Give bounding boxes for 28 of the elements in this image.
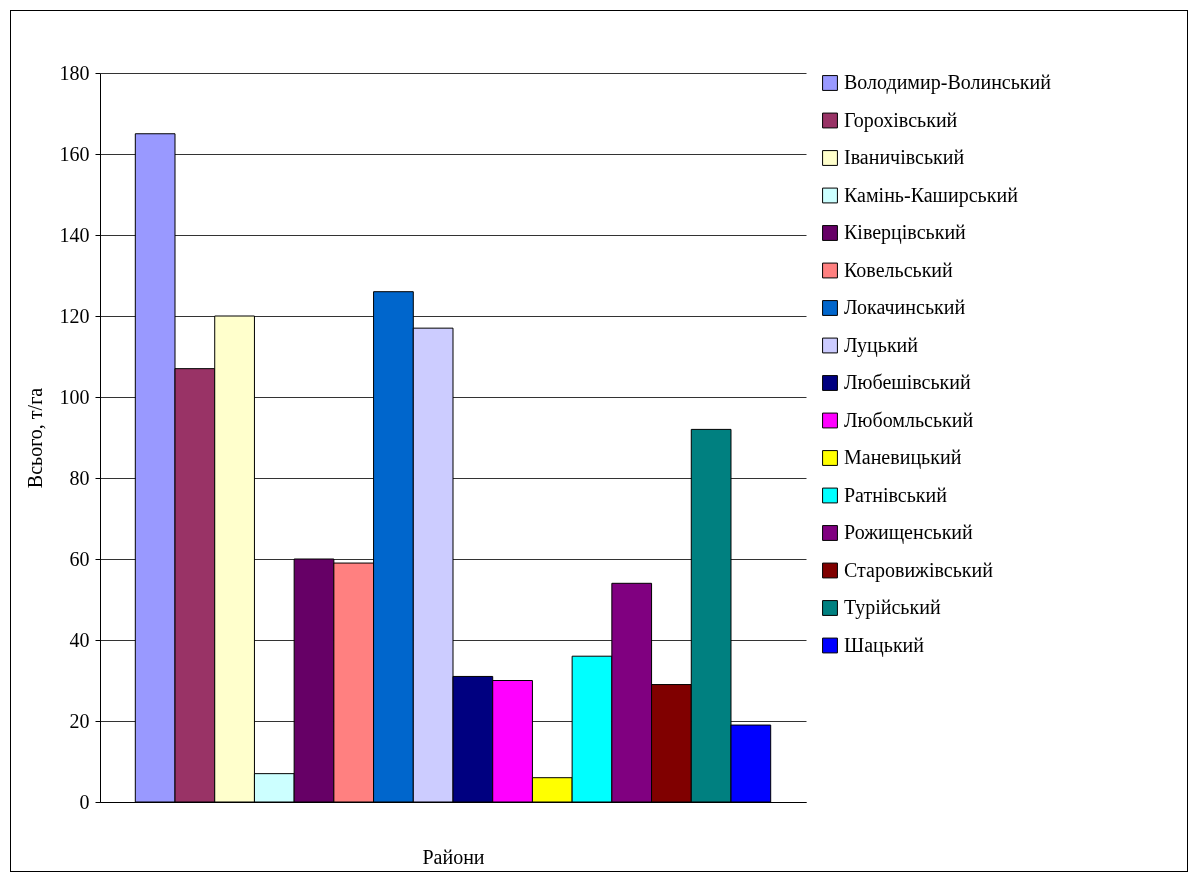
legend-label: Ківерцівський — [844, 221, 967, 244]
legend-label: Любомльський — [844, 408, 974, 431]
y-axis-title: Всього, т/га — [23, 387, 46, 489]
y-tick-label: 120 — [59, 304, 90, 327]
y-tick-label: 60 — [69, 547, 90, 570]
y-tick-label: 80 — [69, 466, 90, 489]
legend-label: Луцький — [844, 333, 919, 357]
legend-label: Іваничівський — [844, 146, 965, 168]
legend-label: Любешівський — [844, 371, 971, 393]
y-tick-label: 0 — [79, 790, 90, 813]
legend-label: Старовижівський — [844, 558, 994, 582]
y-tick-label: 40 — [69, 628, 90, 651]
legend-label: Ковельський — [844, 258, 954, 281]
legend-label: Рожищенський — [844, 521, 974, 544]
legend-label: Маневицький — [844, 446, 962, 469]
legend-label: Турійський — [844, 596, 941, 619]
legend-label: Володимир-Волинський — [844, 71, 1052, 94]
y-tick-label: 140 — [59, 223, 90, 246]
legend-label: Локачинський — [844, 296, 966, 318]
x-axis-title: Райони — [422, 845, 485, 868]
legend-label: Шацький — [844, 633, 925, 657]
y-tick-label: 20 — [69, 709, 90, 732]
y-tick-label: 160 — [59, 142, 90, 165]
y-tick-label: 180 — [59, 61, 90, 84]
legend-label: Ратнівський — [844, 483, 948, 506]
legend-label: Горохівський — [844, 108, 958, 132]
legend-label: Камінь-Каширський — [844, 183, 1019, 207]
y-tick-label: 100 — [59, 385, 90, 408]
